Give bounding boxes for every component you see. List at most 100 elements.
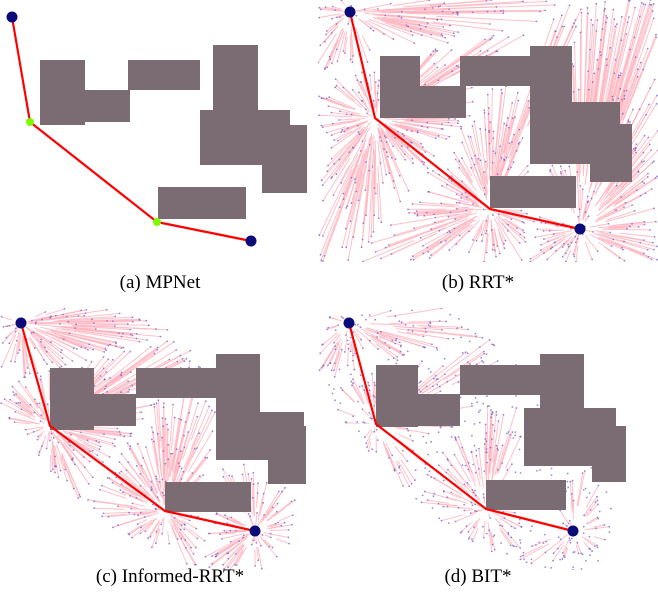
tree-node <box>261 534 264 536</box>
tree-node <box>129 495 131 497</box>
tree-edge <box>371 338 398 358</box>
tree-node <box>503 517 506 520</box>
tree-node <box>398 320 401 322</box>
tree-node <box>478 447 480 450</box>
tree-node <box>340 315 343 318</box>
tree-node <box>63 308 66 310</box>
tree-node <box>497 449 499 451</box>
tree-edge <box>370 171 374 237</box>
tree-node <box>644 192 647 195</box>
tree-node <box>623 90 626 92</box>
tree-node <box>40 338 43 341</box>
tree-node <box>581 472 584 474</box>
tree-node <box>331 5 334 8</box>
tree-node <box>111 320 114 323</box>
tree-edge <box>336 85 355 102</box>
tree-node <box>49 439 51 442</box>
tree-node <box>571 568 574 570</box>
tree-edge <box>362 157 372 224</box>
tree-edge <box>397 433 414 442</box>
tree-node <box>525 561 528 564</box>
tree-node <box>572 65 575 68</box>
tree-node <box>80 309 82 312</box>
tree-node <box>257 559 260 562</box>
tree-node <box>118 472 121 474</box>
tree-node <box>579 31 582 34</box>
tree-node <box>147 537 150 540</box>
tree-node <box>276 502 279 505</box>
tree-node <box>185 547 187 549</box>
tree-edge <box>276 538 290 545</box>
tree-node <box>450 436 453 438</box>
tree-node <box>346 127 349 130</box>
tree-node <box>495 50 498 52</box>
tree-node <box>464 351 467 354</box>
tree-edge <box>321 120 355 127</box>
tree-node <box>376 336 379 339</box>
tree-edge <box>468 520 478 533</box>
tree-node <box>453 35 456 37</box>
tree-edge <box>615 18 655 126</box>
obstacle-block <box>380 56 420 118</box>
tree-node <box>542 542 545 544</box>
tree-node <box>164 462 167 465</box>
tree-node <box>64 363 67 366</box>
tree-edge <box>499 102 513 163</box>
tree-node <box>400 344 402 347</box>
tree-edge <box>259 536 270 547</box>
tree-node <box>610 507 612 510</box>
tree-edge <box>255 537 257 543</box>
tree-edge <box>252 472 255 503</box>
tree-node <box>337 324 339 327</box>
tree-node <box>438 173 440 176</box>
tree-node <box>570 493 573 495</box>
tree-node <box>115 342 118 345</box>
tree-node <box>453 453 456 456</box>
tree-edge <box>494 146 501 181</box>
tree-node <box>318 16 320 19</box>
tree-node <box>352 236 355 239</box>
tree-edge <box>119 472 147 496</box>
tree-node <box>449 211 452 214</box>
tree-edge <box>458 160 474 183</box>
tree-node <box>362 222 365 225</box>
tree-node <box>447 117 450 120</box>
tree-edge <box>40 322 77 325</box>
tree-node <box>419 28 422 30</box>
tree-node <box>552 559 554 562</box>
tree-node <box>620 39 623 42</box>
tree-node <box>319 352 322 355</box>
tree-node <box>14 330 17 333</box>
tree-edge <box>209 531 229 534</box>
tree-edge <box>37 324 76 329</box>
tree-node <box>562 522 564 525</box>
tree-node <box>162 450 165 452</box>
tree-edge <box>94 500 138 508</box>
tree-node <box>351 384 353 387</box>
tree-node <box>373 430 376 433</box>
tree-edge <box>322 143 356 186</box>
tree-node <box>347 23 350 25</box>
tree-edge <box>350 148 367 204</box>
tree-node <box>493 430 496 432</box>
tree-edge <box>458 167 477 191</box>
tree-node <box>589 509 592 511</box>
tree-node <box>518 522 521 525</box>
tree-node <box>228 474 231 477</box>
tree-node <box>281 490 283 493</box>
tree-node <box>647 256 650 258</box>
tree-node <box>646 248 649 251</box>
tree-node <box>575 25 577 28</box>
tree-node <box>461 464 464 466</box>
tree-node <box>595 2 598 5</box>
tree-node <box>437 134 440 137</box>
tree-edge <box>337 32 346 62</box>
tree-node <box>342 198 345 201</box>
tree-edge <box>82 319 140 322</box>
tree-node <box>391 454 394 457</box>
tree-edge <box>352 340 356 354</box>
tree-node <box>368 144 371 146</box>
tree-node <box>336 48 338 51</box>
tree-edge <box>331 112 360 117</box>
tree-edge <box>326 145 351 172</box>
